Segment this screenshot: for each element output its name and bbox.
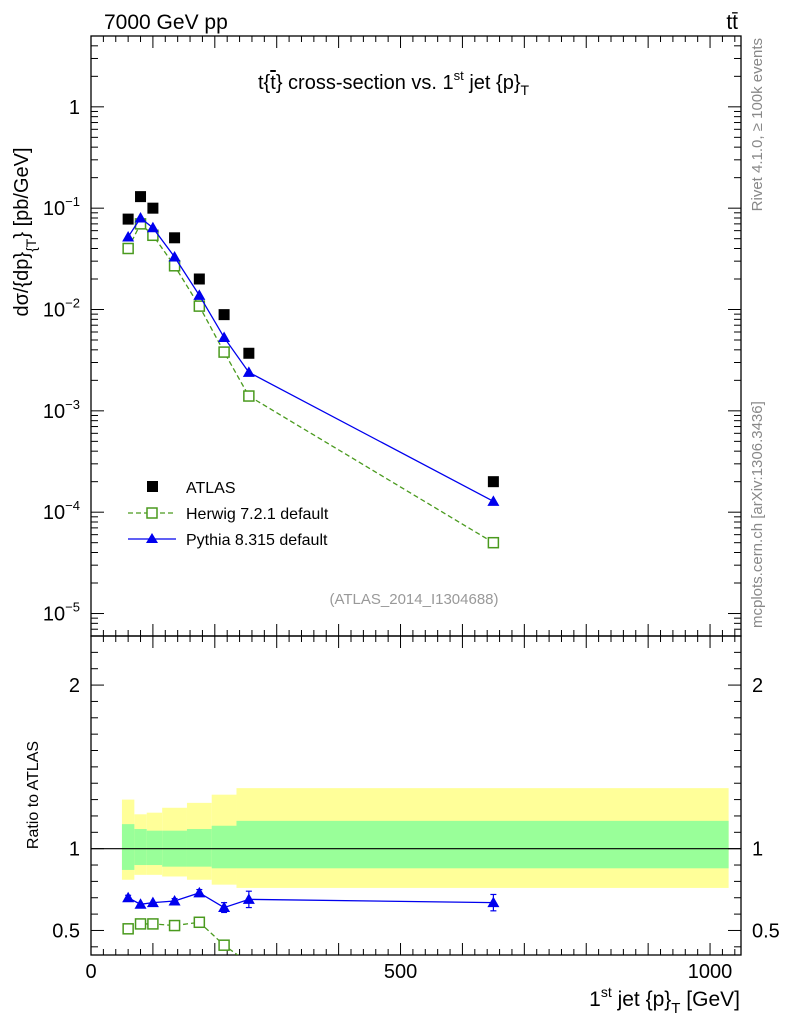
ratio-series-group	[122, 886, 500, 955]
uncertainty-band-inner-0	[121, 824, 135, 870]
ratio-y-tick-label-right-2: 2	[752, 675, 763, 697]
main-point-pythia-2	[146, 221, 159, 233]
mcplots-label: mcplots.cern.ch [arXiv:1306.3436]	[749, 401, 766, 628]
legend-label-herwig: Herwig 7.2.1 default	[186, 506, 329, 523]
ratio-point-herwig-1	[134, 918, 147, 930]
main-y-tick-label-5: 1	[69, 97, 80, 119]
legend-marker-pythia	[146, 533, 158, 543]
ratio-point-herwig-4	[193, 916, 206, 929]
uncertainty-band-inner-5	[211, 825, 237, 869]
ratio-y-tick-label-right-0: 0.5	[752, 920, 780, 942]
ratio-frame	[90, 635, 742, 956]
main-point-herwig-5	[218, 346, 230, 358]
main-point-atlas-6	[243, 347, 255, 359]
x-tick-label-2: 1000	[688, 961, 733, 983]
uncertainty-band-inner-6	[236, 820, 729, 869]
uncertainty-band-inner-1	[134, 829, 147, 866]
ratio-panel: 0 500 1000 0.5 0.5 1 1 2 2	[52, 635, 780, 983]
legend: ATLAS Herwig 7.2.1 default Pythia 8.315 …	[128, 480, 329, 549]
legend-marker-atlas	[147, 481, 158, 492]
collision-label: 7000 GeV pp	[104, 11, 228, 34]
ratio-point-herwig-2	[147, 918, 159, 930]
main-ylabel: dσ/{dp}{T} [pb/GeV]	[11, 147, 39, 316]
ratio-point-pythia-7	[487, 896, 500, 908]
ratio-ylabel: Ratio to ATLAS	[25, 741, 42, 849]
legend-label-atlas: ATLAS	[186, 480, 236, 497]
main-point-atlas-1	[135, 191, 147, 203]
main-point-atlas-2	[147, 202, 159, 214]
process-label: tt̄	[726, 11, 738, 34]
x-tick-label-0: 0	[85, 961, 96, 983]
main-title: t{t} cross-section vs. 1st jet {p}T	[258, 68, 530, 98]
ratio-y-tick-label-right-1: 1	[752, 839, 763, 861]
main-y-tick-label-0: 10−5	[43, 600, 80, 626]
main-point-atlas-0	[122, 213, 134, 225]
main-y-tick-label-3: 10−2	[43, 296, 80, 322]
analysis-watermark: (ATLAS_2014_I1304688)	[329, 591, 498, 608]
main-point-herwig-7	[487, 536, 500, 549]
ratio-y-tick-label-left-0: 0.5	[52, 920, 80, 942]
main-point-herwig-0	[122, 242, 134, 255]
uncertainty-band-inner-4	[186, 829, 212, 867]
main-point-pythia-1	[134, 211, 147, 223]
main-y-tick-label-1: 10−4	[43, 498, 80, 524]
uncertainty-band-inner-2	[146, 830, 163, 866]
main-point-pythia-3	[168, 250, 181, 262]
main-point-atlas-7	[487, 476, 499, 488]
main-point-atlas-5	[218, 309, 230, 321]
x-tick-label-1: 500	[384, 961, 417, 983]
main-point-herwig-4	[193, 300, 206, 312]
ratio-point-herwig-0	[122, 923, 134, 935]
ratio-point-pythia-3	[168, 895, 181, 906]
ratio-y-tick-label-left-1: 1	[69, 839, 80, 861]
main-y-tick-label-4: 10−1	[43, 194, 80, 220]
ratio-point-herwig-5	[218, 939, 230, 951]
ratio-point-pythia-2	[146, 896, 159, 908]
main-point-pythia-4	[193, 289, 206, 300]
main-point-atlas-4	[193, 273, 205, 285]
main-point-pythia-6	[242, 366, 255, 377]
main-point-atlas-3	[169, 232, 181, 244]
ratio-point-pythia-5	[218, 901, 231, 913]
ratio-point-pythia-4	[193, 886, 206, 898]
main-y-tick-label-2: 10−3	[43, 397, 80, 423]
ratio-xlabel: 1st jet {p}T [GeV]	[589, 984, 740, 1017]
ratio-point-pythia-0	[122, 891, 135, 903]
main-line-herwig	[127, 222, 494, 544]
main-point-pythia-5	[218, 331, 231, 342]
ratio-y-tick-label-left-2: 2	[69, 675, 80, 697]
ratio-point-pythia-1	[134, 898, 147, 909]
main-point-pythia-0	[122, 230, 135, 242]
main-point-pythia-7	[487, 495, 500, 506]
main-point-herwig-6	[243, 390, 255, 402]
rivet-label: Rivet 4.1.0, ≥ 100k events	[749, 38, 766, 211]
ratio-point-pythia-6	[242, 893, 255, 904]
ratio-point-herwig-3	[168, 919, 181, 932]
legend-marker-herwig	[146, 507, 158, 519]
main-panel: 10−5 10−4 10−3 10−2 10−1 1	[43, 35, 742, 637]
legend-label-pythia: Pythia 8.315 default	[186, 532, 328, 549]
